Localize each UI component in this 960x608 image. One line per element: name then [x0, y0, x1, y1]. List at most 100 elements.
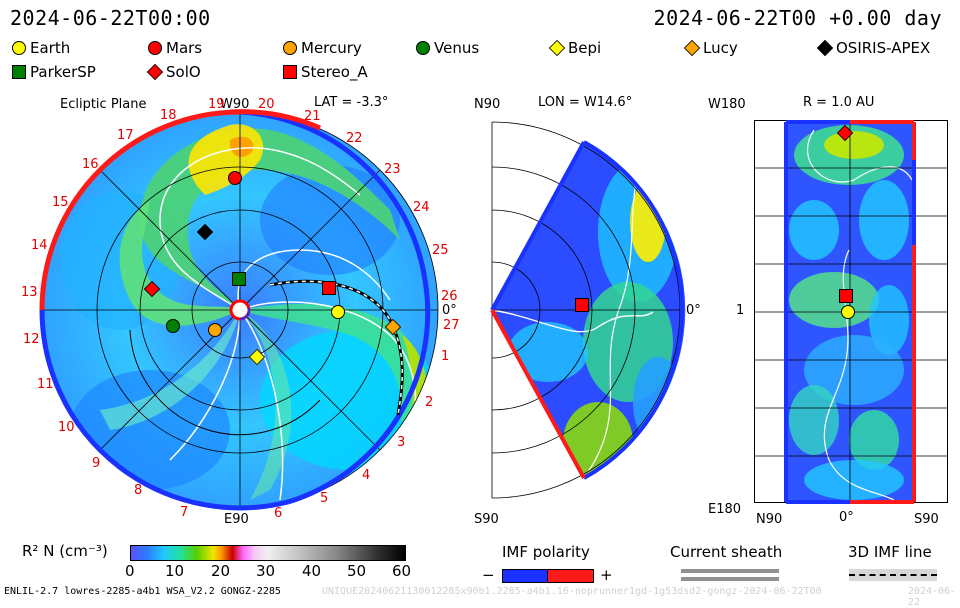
carrington-label: 8	[134, 483, 143, 498]
radial-0deg-label: 0°	[839, 510, 854, 525]
carrington-label: 27	[443, 318, 460, 333]
carrington-label: 16	[82, 157, 99, 172]
carrington-label: 7	[180, 505, 189, 520]
parkersp-marker-icon	[12, 65, 26, 79]
bepi-marker-icon	[548, 39, 566, 57]
parkersp-marker-icon	[232, 272, 246, 286]
imf-line-swatch	[849, 569, 937, 581]
carrington-label: 19	[208, 97, 225, 112]
imf-positive-swatch	[547, 569, 594, 583]
carrington-label: 13	[21, 285, 38, 300]
radial-plot	[754, 120, 948, 504]
carrington-label: 22	[346, 131, 363, 146]
current-sheath-line-icon	[681, 569, 779, 573]
ecliptic-e90-label: E90	[224, 512, 249, 527]
legend-label: Bepi	[568, 39, 602, 57]
meridional-plot	[490, 121, 686, 499]
legend-label: Earth	[30, 39, 71, 57]
colorbar-tick: 20	[211, 562, 231, 580]
date-info: 2024-06-22	[908, 586, 957, 608]
earth-marker-icon	[331, 305, 345, 319]
carrington-label: 15	[52, 195, 69, 210]
mars-marker-icon	[148, 41, 162, 55]
legend-item-parkersp: ParkerSP	[12, 63, 96, 81]
carrington-label: 5	[320, 491, 329, 506]
imf-negative-swatch	[502, 569, 549, 583]
legend-label: Mercury	[301, 39, 362, 57]
legend-item-osiris-apex: OSIRIS-APEX	[816, 39, 931, 57]
legend-label: Lucy	[703, 39, 738, 57]
stereo-a-marker-icon	[283, 65, 297, 79]
carrington-label: 17	[117, 128, 134, 143]
model-info: ENLIL-2.7 lowres-2285-a4b1 WSA_V2.2 GONG…	[4, 586, 281, 597]
imf-polarity-plus: +	[600, 566, 613, 584]
lucy-marker-icon	[683, 39, 701, 57]
colorbar-tick: 30	[256, 562, 276, 580]
legend-label: OSIRIS-APEX	[836, 39, 931, 57]
stereo-a-marker-icon	[322, 281, 336, 295]
legend-label: Stereo_A	[301, 63, 368, 81]
legend-item-mercury: Mercury	[283, 39, 362, 57]
current-sheath-line-icon	[681, 577, 779, 581]
legend-item-venus: Venus	[416, 39, 479, 57]
ecliptic-plane-plot	[39, 109, 439, 511]
venus-marker-icon	[166, 319, 180, 333]
colorbar	[130, 545, 406, 561]
imf-line-title: 3D IMF line	[848, 543, 932, 561]
colorbar-tick: 50	[347, 562, 367, 580]
stereo-a-marker-icon	[839, 289, 853, 303]
carrington-label: 6	[274, 506, 283, 521]
radial-w180-label: W180	[708, 97, 746, 112]
carrington-label: 21	[304, 109, 321, 124]
legend-item-bepi: Bepi	[548, 39, 602, 57]
earth-marker-icon	[12, 41, 26, 55]
legend-label: ParkerSP	[30, 63, 96, 81]
meridional-s90-label: S90	[474, 512, 499, 527]
legend-label: SolO	[166, 63, 201, 81]
ecliptic-title: Ecliptic Plane	[60, 97, 147, 112]
solo-marker-icon	[146, 63, 164, 81]
radial-n90-label: N90	[756, 512, 783, 527]
carrington-label: 10	[58, 420, 75, 435]
ecliptic-w90-label: W90	[220, 97, 250, 112]
legend-label: Mars	[166, 39, 203, 57]
earth-marker-icon	[841, 305, 855, 319]
mars-marker-icon	[228, 171, 242, 185]
legend-item-earth: Earth	[12, 39, 70, 57]
carrington-label: 14	[31, 238, 48, 253]
colorbar-tick: 40	[302, 562, 322, 580]
carrington-label: 3	[397, 435, 406, 450]
run-info: UNIQUE20240621130012285x90b1.2285-a4b1.1…	[322, 586, 822, 597]
ecliptic-0deg-label: 0°	[442, 303, 457, 318]
mercury-marker-icon	[208, 323, 222, 337]
carrington-label: 26	[441, 289, 458, 304]
colorbar-tick: 60	[392, 562, 412, 580]
carrington-label: 1	[441, 349, 450, 364]
current-sheath-title: Current sheath	[670, 543, 783, 561]
imf-polarity-minus: −	[482, 566, 495, 584]
mercury-marker-icon	[283, 41, 297, 55]
radial-mid-label: 1	[736, 303, 745, 318]
radial-s90-label: S90	[914, 512, 939, 527]
meridional-n90-label: N90	[474, 97, 501, 112]
meridional-0deg-label: 0°	[686, 303, 701, 318]
legend-item-solo: SolO	[146, 63, 201, 81]
legend-label: Venus	[434, 39, 480, 57]
meridional-lon-label: LON = W14.6°	[538, 95, 633, 110]
imf-polarity-title: IMF polarity	[502, 543, 590, 561]
carrington-label: 18	[160, 108, 177, 123]
venus-marker-icon	[416, 41, 430, 55]
carrington-label: 24	[413, 200, 430, 215]
timestamp-left: 2024-06-22T00:00	[10, 6, 211, 30]
carrington-label: 11	[37, 377, 54, 392]
timestamp-right: 2024-06-22T00 +0.00 day	[653, 6, 942, 30]
ecliptic-lat-label: LAT = -3.3°	[314, 95, 389, 110]
carrington-label: 9	[92, 456, 101, 471]
colorbar-label: R² N (cm⁻³)	[22, 542, 108, 560]
carrington-label: 20	[258, 97, 275, 112]
carrington-label: 2	[425, 395, 434, 410]
colorbar-tick: 0	[125, 562, 135, 580]
radial-e180-label: E180	[708, 502, 742, 517]
legend-item-lucy: Lucy	[683, 39, 738, 57]
carrington-label: 25	[432, 243, 449, 258]
